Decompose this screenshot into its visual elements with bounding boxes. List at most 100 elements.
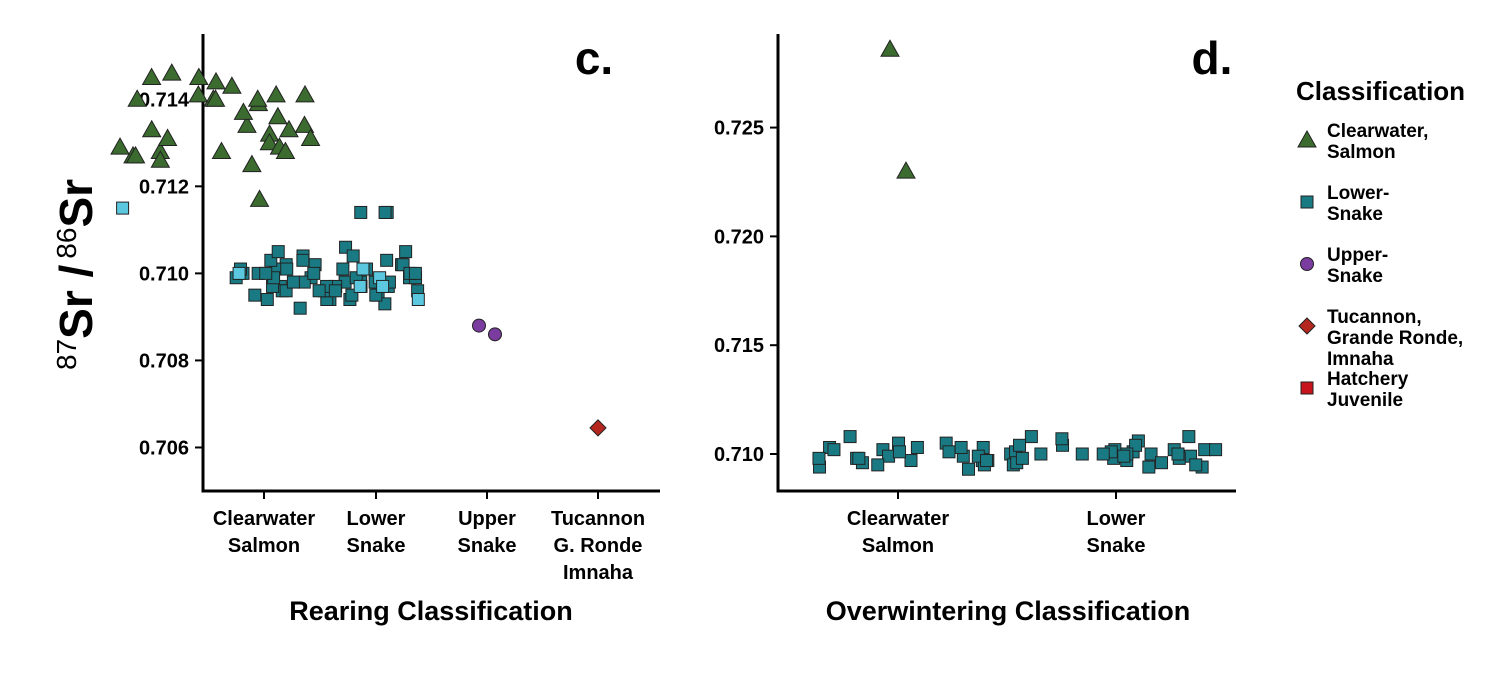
data-point (125, 145, 146, 164)
data-point (205, 89, 226, 107)
data-point (141, 119, 162, 138)
data-point (279, 119, 299, 138)
data-point (127, 89, 148, 107)
data-point (1075, 447, 1089, 461)
data-point (271, 245, 285, 259)
data-point (232, 266, 246, 280)
legend: Classification Clearwater, Salmon Lower- … (1296, 76, 1496, 431)
y-title-isotope-87: 87 (51, 339, 82, 370)
data-point (307, 266, 321, 280)
data-point (1209, 443, 1223, 457)
y-axis-title: 87Sr / 86Sr (50, 179, 102, 370)
data-point (116, 201, 130, 215)
y-tick-label: 0.725 (714, 118, 764, 140)
data-point (954, 440, 968, 454)
data-point (157, 128, 178, 146)
data-point (249, 189, 270, 207)
legend-item: Clearwater, Salmon (1296, 121, 1496, 183)
panel-label: d. (1192, 32, 1233, 84)
data-point (882, 449, 896, 463)
data-point (1189, 458, 1203, 472)
square-icon (1300, 381, 1314, 395)
data-point (1015, 451, 1029, 465)
data-point (259, 132, 280, 151)
x-tick-label: Lower Snake (1087, 508, 1146, 557)
data-point (354, 205, 368, 219)
data-point (1013, 438, 1027, 452)
data-point (852, 451, 866, 465)
data-point (248, 288, 262, 302)
data-point (942, 445, 956, 459)
legend-marker (1297, 129, 1317, 148)
data-point (150, 150, 171, 168)
data-point (286, 275, 300, 289)
legend-label: Lower- Snake (1327, 183, 1390, 225)
y-tick-label: 0.714 (139, 89, 190, 111)
x-tick-label: Tucannon G. Ronde Imnaha (551, 508, 645, 584)
data-point (293, 301, 307, 315)
data-point (892, 445, 906, 459)
data-point (1024, 430, 1038, 444)
diamond-icon (1298, 317, 1316, 335)
data-point (346, 249, 360, 263)
square-icon (1300, 195, 1314, 209)
data-point (812, 451, 826, 465)
data-point (141, 67, 162, 86)
triangle-icon (1297, 129, 1317, 148)
y-title-sr-87: Sr / (50, 264, 102, 338)
x-tick-label: Clearwater Salmon (213, 508, 315, 557)
legend-label: Clearwater, Salmon (1327, 121, 1429, 163)
x-axis-title: Overwintering Classification (826, 596, 1191, 626)
y-title-sr-86: Sr (50, 179, 102, 228)
data-point (188, 67, 209, 86)
legend-item: Lower- Snake (1296, 183, 1496, 245)
legend-item: Hatchery Juvenile (1296, 369, 1496, 431)
data-point (300, 128, 321, 146)
panel-label: c. (575, 32, 613, 84)
data-point (206, 71, 226, 90)
data-point (904, 454, 918, 468)
data-point (962, 462, 976, 476)
legend-item: Tucannon, Grande Ronde, Imnaha (1296, 307, 1496, 370)
data-point (1096, 447, 1110, 461)
data-point (827, 443, 841, 457)
x-tick-label: Upper Snake (458, 508, 517, 557)
data-point (161, 63, 182, 81)
data-point (222, 76, 242, 94)
data-point (472, 318, 486, 333)
data-point (380, 253, 394, 267)
legend-marker (1300, 381, 1314, 395)
data-point (1182, 430, 1196, 444)
legend-label: Hatchery Juvenile (1327, 369, 1409, 411)
y-title-isotope-86: 86 (51, 228, 82, 259)
data-point (353, 279, 367, 293)
data-point (233, 102, 254, 120)
data-point (188, 84, 209, 103)
x-tick-label: Clearwater Salmon (847, 508, 949, 557)
data-point (110, 137, 130, 155)
legend-item: Upper- Snake (1296, 245, 1496, 307)
data-point (980, 454, 994, 468)
data-point (843, 430, 857, 444)
legend-label: Tucannon, Grande Ronde, Imnaha (1327, 307, 1464, 370)
data-point (1198, 443, 1212, 457)
data-point (1034, 447, 1048, 461)
y-tick-label: 0.710 (139, 263, 189, 285)
data-point (356, 262, 370, 276)
data-point (376, 279, 390, 293)
data-point (399, 245, 413, 259)
y-tick-label: 0.712 (139, 176, 189, 198)
panel-c: 0.706 0.708 0.710 0.712 0.714 Clearwater Salmo… (110, 32, 660, 626)
data-point (411, 292, 425, 306)
data-point (280, 262, 294, 276)
circle-icon (1300, 257, 1314, 271)
data-point (896, 161, 916, 179)
data-point (295, 84, 315, 103)
data-point (275, 141, 296, 160)
data-point (242, 154, 262, 173)
data-point (1144, 447, 1158, 461)
data-point (910, 440, 924, 454)
data-point (408, 266, 422, 280)
legend-marker (1298, 317, 1316, 335)
